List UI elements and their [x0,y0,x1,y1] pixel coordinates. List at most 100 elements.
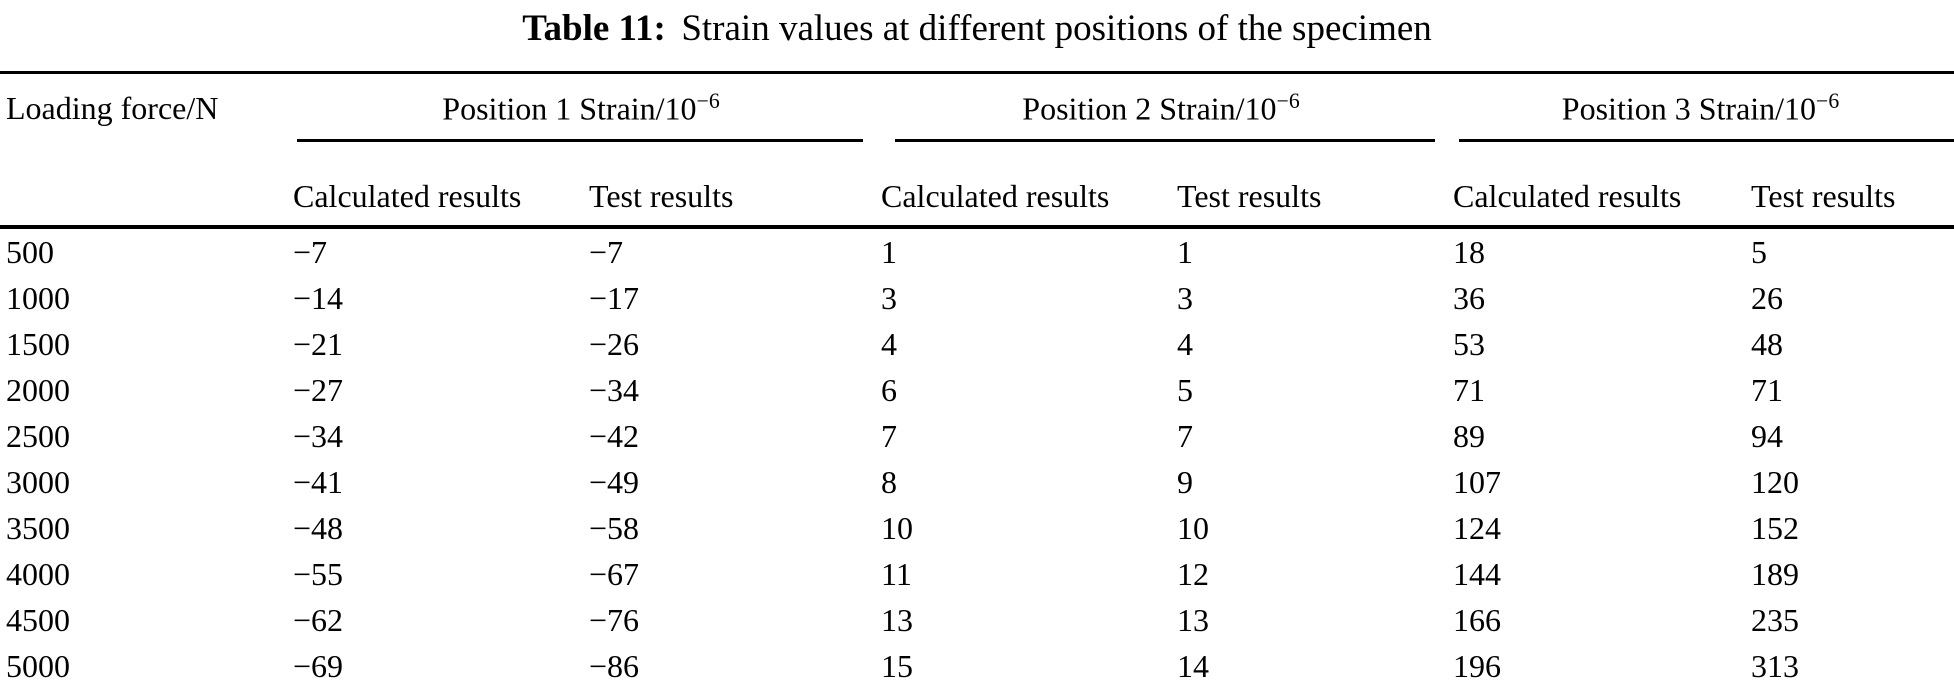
strain-value-cell: −76 [589,601,640,638]
strain-value-cell: 313 [1751,647,1799,684]
table-row: 4000 −55 −67 11 12 144 189 [0,551,1954,597]
loading-force-cell: 4000 [6,555,70,592]
col-group-position-1-label: Position 1 Strain/10 [442,90,697,127]
strain-value-cell: −58 [589,509,640,546]
strain-value-cell: 1 [1177,233,1193,270]
strain-value-cell: −34 [293,417,344,454]
strain-value-cell: 71 [1453,371,1485,408]
strain-value-cell: 152 [1751,509,1799,546]
strain-value-cell: −27 [293,371,344,408]
strain-value-cell: 9 [1177,463,1193,500]
strain-value-cell: 3 [881,279,897,316]
col-header-loading-force: Loading force/N [0,72,287,229]
cmidrule-position-2 [895,139,1435,142]
strain-value-cell: 18 [1453,233,1485,270]
strain-value-cell: 166 [1453,601,1501,638]
loading-force-cell: 5000 [6,647,70,684]
strain-value-cell: 235 [1751,601,1799,638]
col-header-calculated-results-1: Calculated results [287,142,583,229]
loading-force-cell: 4500 [6,601,70,638]
strain-value-cell: 11 [881,555,912,592]
strain-value-cell: −62 [293,601,344,638]
strain-value-cell: 120 [1751,463,1799,500]
strain-value-cell: −14 [293,279,344,316]
loading-force-cell: 500 [6,233,54,270]
strain-value-cell: 5 [1751,233,1767,270]
strain-value-cell: −17 [589,279,640,316]
strain-value-cell: 36 [1453,279,1485,316]
strain-value-cell: 196 [1453,647,1501,684]
strain-value-cell: 53 [1453,325,1485,362]
loading-force-cell: 3500 [6,509,70,546]
loading-force-cell: 1000 [6,279,70,316]
table-row: 2000 −27 −34 6 5 71 71 [0,367,1954,413]
strain-value-cell: −69 [293,647,344,684]
strain-value-cell: 107 [1453,463,1501,500]
table-row: 3500 −48 −58 10 10 124 152 [0,505,1954,551]
strain-value-cell: −41 [293,463,344,500]
table-caption: Table 11: Strain values at different posi… [0,0,1954,71]
sub-header-row: Calculated results Test results Calculat… [0,142,1954,229]
cmidrule-position-1 [297,139,863,142]
col-header-test-results-2: Test results [1171,142,1447,229]
strain-value-cell: 7 [1177,417,1193,454]
strain-value-cell: −21 [293,325,344,362]
strain-value-cell: −49 [589,463,640,500]
col-group-position-2: Position 2 Strain/10−6 [875,73,1447,142]
col-group-position-1-exponent: −6 [696,88,720,113]
col-group-position-3-exponent: −6 [1816,88,1840,113]
loading-force-cell: 2000 [6,371,70,408]
strain-value-cell: −7 [589,233,624,270]
strain-value-cell: 71 [1751,371,1783,408]
strain-value-cell: 4 [1177,325,1193,362]
strain-value-cell: 3 [1177,279,1193,316]
loading-force-cell: 3000 [6,463,70,500]
table-row: 5000 −69 −86 15 14 196 313 [0,643,1954,687]
col-group-position-2-exponent: −6 [1276,88,1300,113]
table-body: 500 −7 −7 1 1 18 5 1000 −14 −17 3 3 36 26 1500 −21 −26 4 4… [0,227,1954,687]
strain-value-cell: 7 [881,417,897,454]
table-row: 1500 −21 −26 4 4 53 48 [0,321,1954,367]
group-header-row: Loading force/N Position 1 Strain/10−6 P… [0,72,1954,229]
loading-force-cell: 2500 [6,417,70,454]
col-header-test-results-1: Test results [583,142,875,229]
table-row: 1000 −14 −17 3 3 36 26 [0,275,1954,321]
strain-value-cell: 10 [1177,509,1209,546]
cmidrule-position-3 [1459,139,1954,142]
strain-value-cell: 189 [1751,555,1799,592]
strain-value-cell: 15 [881,647,913,684]
table-caption-label: Table 11: [522,8,666,49]
strain-value-cell: 48 [1751,325,1783,362]
strain-value-cell: 6 [881,371,897,408]
strain-value-cell: 1 [881,233,897,270]
table-row: 2500 −34 −42 7 7 89 94 [0,413,1954,459]
strain-value-cell: −55 [293,555,344,592]
col-group-position-3: Position 3 Strain/10−6 [1447,73,1954,142]
col-group-position-1: Position 1 Strain/10−6 [287,73,875,142]
strain-value-cell: −86 [589,647,640,684]
strain-data-table: Loading force/N Position 1 Strain/10−6 P… [0,71,1954,687]
strain-value-cell: 89 [1453,417,1485,454]
col-group-position-2-label: Position 2 Strain/10 [1022,90,1277,127]
strain-value-cell: −34 [589,371,640,408]
strain-value-cell: 94 [1751,417,1783,454]
col-group-position-3-label: Position 3 Strain/10 [1561,90,1817,127]
strain-value-cell: −42 [589,417,640,454]
table-row: 500 −7 −7 1 1 18 5 [0,227,1954,275]
strain-value-cell: 8 [881,463,897,500]
col-header-calculated-results-3: Calculated results [1447,142,1745,229]
strain-value-cell: 13 [881,601,913,638]
strain-value-cell: 5 [1177,371,1193,408]
strain-value-cell: −67 [589,555,640,592]
strain-value-cell: 4 [881,325,897,362]
table-row: 4500 −62 −76 13 13 166 235 [0,597,1954,643]
strain-value-cell: 26 [1751,279,1783,316]
loading-force-cell: 1500 [6,325,70,362]
strain-value-cell: 12 [1177,555,1209,592]
strain-value-cell: −48 [293,509,344,546]
table-row: 3000 −41 −49 8 9 107 120 [0,459,1954,505]
strain-value-cell: −26 [589,325,640,362]
strain-value-cell: 13 [1177,601,1209,638]
table-header: Loading force/N Position 1 Strain/10−6 P… [0,72,1954,229]
